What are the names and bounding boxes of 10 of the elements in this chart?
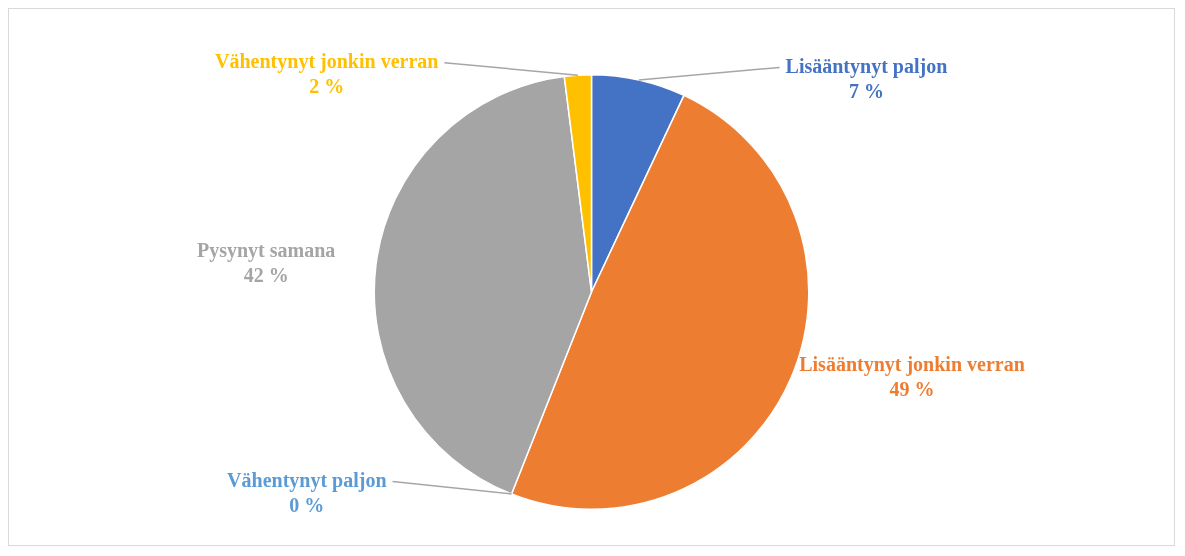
data-label: 2 % (309, 74, 345, 97)
slice-label: Pysynyt samana (196, 239, 336, 263)
category-label: Vähentynyt paljon (227, 468, 387, 491)
slice-label: Vähentynyt jonkin verran (215, 49, 439, 73)
data-label: 7 % (848, 79, 884, 102)
text: 0 % (289, 493, 325, 516)
slice-label: Lisääntynyt paljon (785, 54, 948, 78)
slice-label: Lisääntynyt jonkin verran (799, 352, 1025, 376)
data-label: 49 % (889, 377, 935, 400)
data-label: 42 % (243, 264, 289, 287)
